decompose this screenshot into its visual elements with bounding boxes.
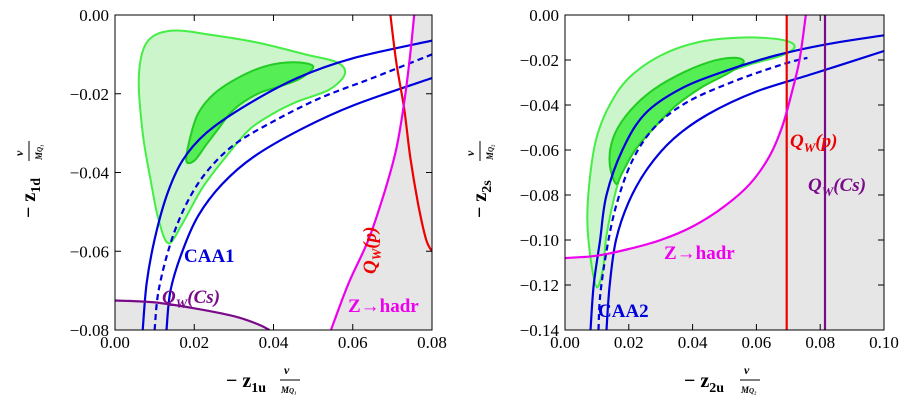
label-qw-cs: QW(Cs) bbox=[162, 287, 220, 311]
y-tick-label: −0.02 bbox=[70, 85, 109, 104]
confidence-regions bbox=[139, 30, 345, 243]
label-caa2: CAA2 bbox=[598, 301, 649, 322]
svg-text:− z2s: − z2s bbox=[469, 180, 495, 218]
y-tick-label: 0.00 bbox=[529, 6, 559, 25]
x-tick-label: 0.06 bbox=[338, 333, 368, 352]
svg-text:v: v bbox=[284, 363, 290, 377]
y-tick-label: −0.12 bbox=[520, 276, 559, 295]
label-z-hadr: Z→hadr bbox=[348, 296, 419, 317]
x-tick-label: 0.04 bbox=[259, 333, 289, 352]
y-tick-label: 0.00 bbox=[79, 6, 109, 25]
y-tick-label: −0.02 bbox=[520, 51, 559, 70]
x-axis-label: − z2u v MQ₂ bbox=[684, 363, 760, 396]
x-axis-label: − z1u v MQ₁ bbox=[226, 363, 300, 396]
y-tick-label: −0.08 bbox=[70, 321, 109, 340]
svg-text:− z2u: − z2u bbox=[684, 370, 724, 396]
y-tick-label: −0.04 bbox=[520, 96, 560, 115]
svg-text:v: v bbox=[12, 150, 26, 156]
x-tick-label: 0.06 bbox=[742, 333, 772, 352]
label-qw-cs: QW(Cs) bbox=[808, 175, 866, 199]
label-caa1: CAA1 bbox=[184, 246, 235, 267]
curve-labels: CAA1 QW(Cs) QW(p) Z→hadr bbox=[162, 227, 419, 317]
svg-text:v: v bbox=[463, 150, 477, 156]
svg-text:MQ₁: MQ₁ bbox=[34, 144, 44, 161]
svg-text:− z1d: − z1d bbox=[18, 178, 44, 218]
svg-text:MQ₁: MQ₁ bbox=[280, 385, 297, 395]
x-tick-label: 0.08 bbox=[417, 333, 447, 352]
y-tick-label: −0.06 bbox=[520, 141, 559, 160]
label-z-hadr: Z→hadr bbox=[664, 243, 735, 264]
y-axis-label: − z2s v MQ₂ bbox=[463, 141, 495, 218]
svg-text:MQ₂: MQ₂ bbox=[740, 385, 757, 395]
x-tick-label: 0.04 bbox=[678, 333, 708, 352]
right-plot-area bbox=[565, 15, 884, 330]
left-plot-area bbox=[115, 15, 432, 330]
svg-text:v: v bbox=[744, 363, 750, 377]
region-95-cl bbox=[139, 30, 345, 243]
x-tick-label: 0.02 bbox=[179, 333, 209, 352]
y-tick-label: −0.10 bbox=[520, 231, 559, 250]
x-tick-label: 0.02 bbox=[614, 333, 644, 352]
x-tick-label: 0.10 bbox=[869, 333, 899, 352]
y-tick-label: −0.06 bbox=[70, 242, 109, 261]
svg-text:MQ₂: MQ₂ bbox=[485, 144, 495, 161]
y-tick-label: −0.04 bbox=[70, 164, 110, 183]
svg-text:− z1u: − z1u bbox=[226, 370, 266, 396]
y-axis-label: − z1d v MQ₁ bbox=[12, 141, 44, 218]
y-tick-label: −0.14 bbox=[520, 321, 560, 340]
y-tick-label: −0.08 bbox=[520, 186, 559, 205]
left-panel: 0.00 0.02 0.04 0.06 0.080.00−0.02−0.04−0.06−… bbox=[12, 6, 447, 396]
right-panel: 0.00 0.02 0.04 0.06 0.08 0.100.00−0.02−0.04−0… bbox=[463, 6, 899, 396]
x-tick-label: 0.08 bbox=[805, 333, 835, 352]
